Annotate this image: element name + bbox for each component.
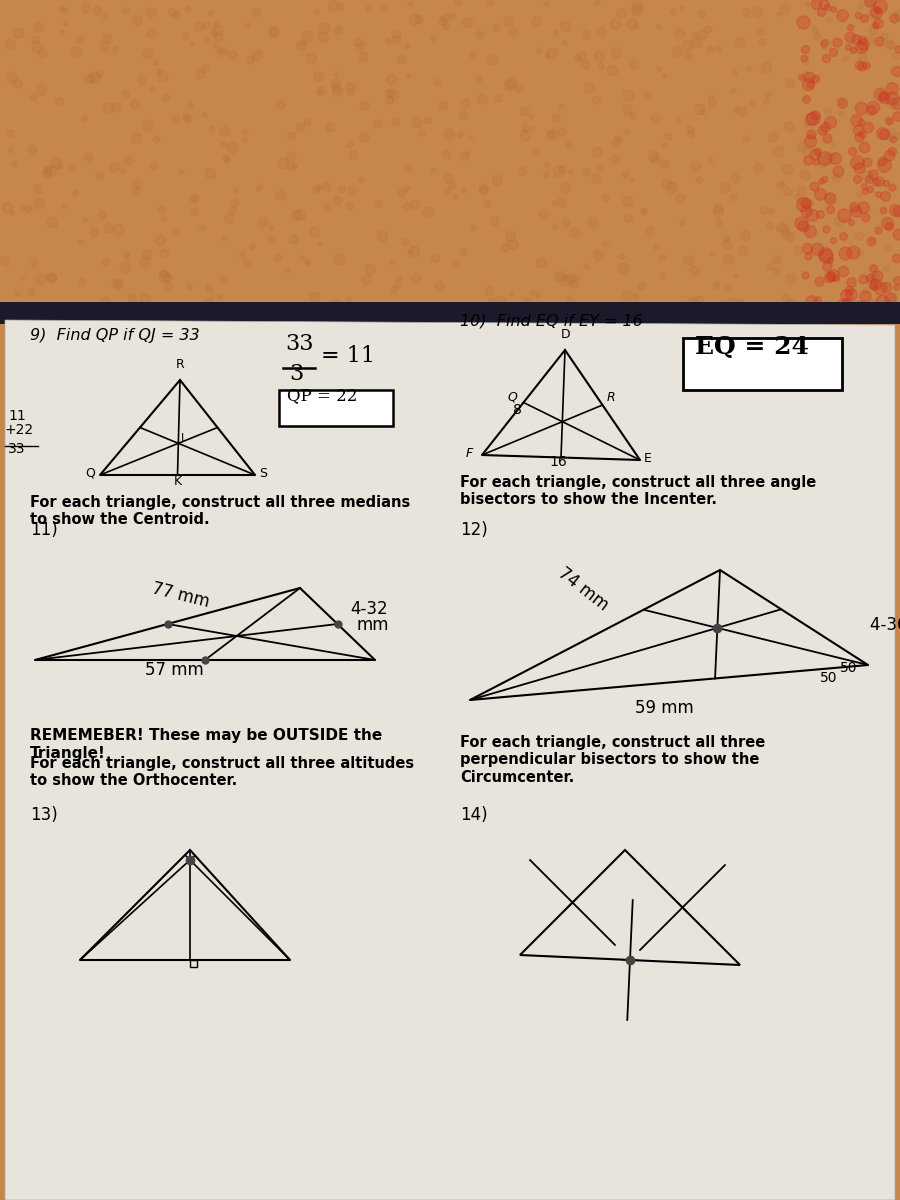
Text: E: E xyxy=(644,452,652,464)
Text: 50: 50 xyxy=(820,671,838,685)
Text: 11: 11 xyxy=(8,409,26,422)
Text: 8: 8 xyxy=(514,403,522,418)
Text: For each triangle, construct all three medians
to show the Centroid.: For each triangle, construct all three m… xyxy=(30,494,410,527)
Text: F: F xyxy=(466,446,473,460)
Text: 16: 16 xyxy=(549,455,567,468)
Text: 57 mm: 57 mm xyxy=(145,661,203,679)
Text: 10)  Find EQ if EY = 16: 10) Find EQ if EY = 16 xyxy=(460,313,643,328)
Polygon shape xyxy=(5,320,895,1200)
Text: 59 mm: 59 mm xyxy=(635,698,694,716)
Text: 33: 33 xyxy=(8,442,25,456)
Text: 14): 14) xyxy=(460,806,488,824)
Text: 3: 3 xyxy=(289,362,303,385)
Bar xyxy=(0,302,900,324)
Text: 50: 50 xyxy=(840,661,858,674)
Text: mm: mm xyxy=(357,616,390,634)
Text: 13): 13) xyxy=(30,806,58,824)
Text: For each triangle, construct all three angle
bisectors to show the Incenter.: For each triangle, construct all three a… xyxy=(460,475,816,508)
Text: 77 mm: 77 mm xyxy=(150,580,212,611)
Text: Q: Q xyxy=(85,467,94,480)
Bar xyxy=(0,320,900,1200)
Text: S: S xyxy=(259,467,267,480)
FancyBboxPatch shape xyxy=(279,390,393,426)
Text: R: R xyxy=(176,358,184,371)
Text: QP = 22: QP = 22 xyxy=(287,386,357,404)
Text: For each triangle, construct all three
perpendicular bisectors to show the
Circu: For each triangle, construct all three p… xyxy=(460,734,765,785)
Text: Q: Q xyxy=(508,390,518,403)
FancyBboxPatch shape xyxy=(683,338,842,390)
Bar xyxy=(0,0,900,320)
Text: J: J xyxy=(180,433,184,443)
Text: For each triangle, construct all three altitudes
to show the Orthocenter.: For each triangle, construct all three a… xyxy=(30,756,414,788)
Text: 9)  Find QP if QJ = 33: 9) Find QP if QJ = 33 xyxy=(30,328,200,343)
Text: = 11: = 11 xyxy=(321,346,375,367)
Text: 74 mm: 74 mm xyxy=(555,564,612,614)
Text: 4-36 mm: 4-36 mm xyxy=(870,616,900,634)
Text: 4-32: 4-32 xyxy=(350,600,388,618)
Text: +22: +22 xyxy=(5,422,34,437)
Text: R: R xyxy=(607,391,615,404)
Text: K: K xyxy=(174,475,182,488)
Text: 12): 12) xyxy=(460,521,488,539)
Text: Triangle!: Triangle! xyxy=(30,746,106,761)
Text: EQ = 24: EQ = 24 xyxy=(695,335,809,359)
Text: D: D xyxy=(561,328,571,341)
Text: 11): 11) xyxy=(30,521,58,539)
Text: 33: 33 xyxy=(285,332,313,355)
Text: REMEMEBER! These may be OUTSIDE the: REMEMEBER! These may be OUTSIDE the xyxy=(30,728,382,743)
